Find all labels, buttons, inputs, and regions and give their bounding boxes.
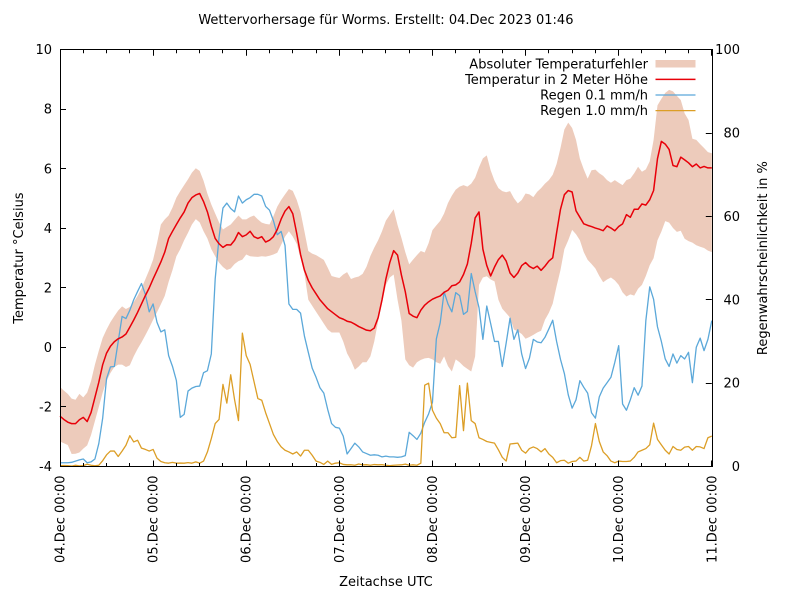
y-right-tick-label: 40 [723, 293, 740, 308]
x-tick-label: 10.Dec 00:00 [612, 476, 627, 563]
legend-label-temperature: Temperatur in 2 Meter Höhe [464, 73, 648, 88]
x-tick-label: 11.Dec 00:00 [705, 476, 720, 563]
x-tick-label: 04.Dec 00:00 [54, 476, 69, 563]
chart-title: Wettervorhersage für Worms. Erstellt: 04… [198, 13, 573, 28]
y-right-tick-label: 20 [723, 377, 740, 392]
x-tick-label: 06.Dec 00:00 [240, 476, 255, 563]
y-left-tick-label: 0 [44, 341, 52, 356]
y-left-axis-title: Temperatur °Celsius [12, 192, 27, 325]
x-axis-title: Zeitachse UTC [339, 575, 433, 590]
y-right-tick-label: 60 [723, 210, 740, 225]
tick-marks [60, 49, 712, 467]
legend-label-rain-01: Regen 0.1 mm/h [540, 89, 648, 104]
temperature-line [59, 140, 712, 425]
x-tick-label: 09.Dec 00:00 [519, 476, 534, 563]
legend-label-temperature-error: Absoluter Temperaturfehler [469, 57, 648, 72]
plot-frame [60, 49, 713, 467]
y-left-tick-label: 6 [44, 162, 52, 177]
y-left-tick-label: 8 [44, 103, 52, 118]
y-left-tick-label: 2 [44, 281, 52, 296]
x-tick-label: 05.Dec 00:00 [147, 476, 162, 563]
rain10-line [59, 332, 713, 467]
rain01-line [60, 193, 713, 464]
y-left-tick-label: -4 [39, 460, 52, 475]
y-right-tick-label: 0 [732, 460, 740, 475]
legend-band-sample [655, 60, 696, 68]
y-right-tick-label: 100 [715, 43, 740, 58]
error-band [60, 89, 712, 454]
x-tick-label: 08.Dec 00:00 [426, 476, 441, 563]
y-left-tick-label: 10 [35, 43, 52, 58]
y-left-tick-label: 4 [44, 222, 52, 237]
legend-label-rain-10: Regen 1.0 mm/h [540, 104, 648, 119]
chart-text-layer: Wettervorhersage für Worms. Erstellt: 04… [12, 13, 771, 590]
y-right-axis-title: Regenwahrscheinlichkeit in % [756, 161, 771, 355]
y-right-tick-label: 80 [723, 127, 740, 142]
x-tick-label: 07.Dec 00:00 [333, 476, 348, 563]
y-left-tick-label: -2 [39, 400, 52, 415]
